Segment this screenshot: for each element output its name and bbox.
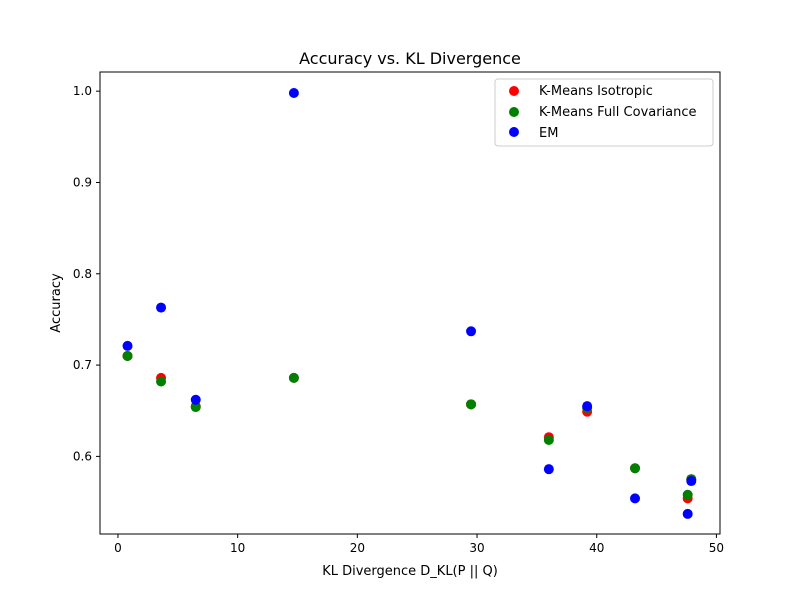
legend: K-Means Isotropic K-Means Full Covarianc…: [494, 78, 714, 147]
scatter-points: [122, 88, 697, 519]
point-k-means-full-covariance: [466, 399, 477, 410]
x-tick-label: 10: [230, 541, 245, 555]
legend-label-kmeans-full-covariance: K-Means Full Covariance: [539, 105, 697, 120]
point-em: [543, 464, 554, 475]
point-em: [466, 326, 477, 337]
y-tick-label: 1.0: [73, 84, 92, 98]
point-k-means-full-covariance: [682, 489, 693, 500]
point-em: [288, 88, 299, 98]
y-tick-label: 0.7: [73, 358, 92, 372]
legend-box: [494, 78, 714, 147]
point-k-means-full-covariance: [190, 402, 201, 413]
y-axis-label: Accuracy: [49, 273, 64, 333]
legend-marker-kmeans-full-covariance: [509, 107, 519, 117]
point-em: [682, 508, 693, 519]
plot-area: [100, 72, 720, 534]
point-k-means-full-covariance: [288, 372, 299, 383]
x-axis-label: KL Divergence D_KL(P || Q): [322, 564, 498, 579]
point-k-means-full-covariance: [122, 350, 133, 361]
point-k-means-full-covariance: [630, 463, 641, 474]
point-em: [190, 394, 201, 405]
point-em: [686, 476, 697, 487]
x-axis-ticks: 0 10 20 30 40 50: [114, 534, 724, 555]
x-tick-label: 20: [350, 541, 365, 555]
point-k-means-full-covariance: [543, 434, 554, 445]
x-tick-label: 50: [709, 541, 724, 555]
point-em: [122, 340, 133, 351]
point-k-means-full-covariance: [156, 376, 167, 387]
y-tick-label: 0.6: [73, 449, 92, 463]
point-em: [582, 401, 593, 412]
x-tick-label: 30: [469, 541, 484, 555]
x-tick-label: 0: [114, 541, 122, 555]
y-tick-label: 0.8: [73, 267, 92, 281]
legend-label-em: EM: [539, 126, 558, 141]
plot-frame: [99, 71, 721, 535]
y-axis-ticks: 0.6 0.7 0.8 0.9 1.0: [73, 84, 100, 463]
point-em: [156, 302, 167, 313]
legend-marker-kmeans-isotropic: [509, 86, 519, 96]
y-tick-label: 0.9: [73, 175, 92, 189]
x-tick-label: 40: [589, 541, 604, 555]
chart-title: Accuracy vs. KL Divergence: [299, 49, 521, 68]
point-em: [630, 493, 641, 504]
legend-label-kmeans-isotropic: K-Means Isotropic: [539, 84, 653, 99]
legend-marker-em: [509, 127, 519, 137]
